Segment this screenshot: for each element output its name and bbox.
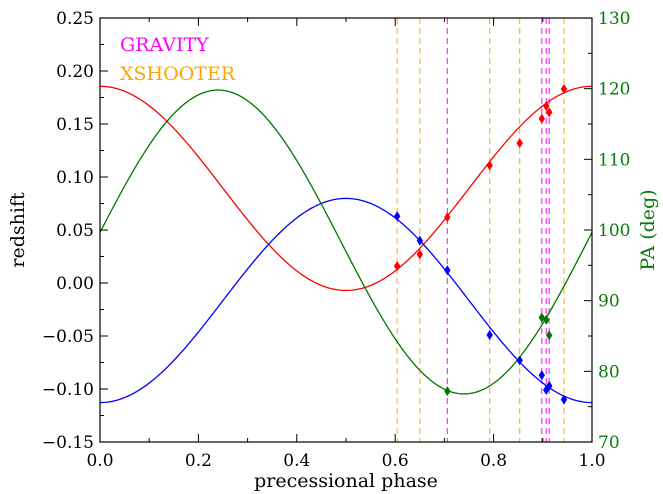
data-point: [543, 314, 550, 325]
model-curve-2: [99, 89, 593, 395]
y2-tick-label: 110: [598, 150, 630, 170]
legend-entry-gravity: GRAVITY: [120, 34, 209, 56]
legend: GRAVITY XSHOOTER: [120, 34, 236, 85]
y-tick-label: 0.20: [56, 62, 94, 82]
x-tick-label: 1.0: [578, 451, 605, 471]
data-point: [543, 100, 550, 111]
data-point: [516, 355, 523, 366]
y2-tick-label: 80: [598, 362, 620, 382]
y-tick-label: 0.25: [56, 9, 94, 29]
data-point: [516, 138, 523, 149]
x-axis-title: precessional phase: [254, 470, 438, 492]
y-axis-title: redshift: [7, 192, 29, 268]
model-curve-1: [99, 197, 593, 404]
data-point: [416, 235, 423, 246]
data-point: [393, 211, 401, 222]
data-point: [560, 394, 568, 405]
data-point: [416, 249, 423, 260]
y-tick-label: 0.00: [56, 274, 94, 294]
data-point: [444, 386, 451, 397]
y-tick-label: 0.15: [56, 115, 94, 135]
data-point: [560, 84, 568, 95]
data-point: [486, 329, 493, 340]
y2-tick-label: 130: [598, 9, 630, 29]
x-tick-label: 0.2: [185, 451, 212, 471]
data-point: [444, 265, 451, 276]
data-point: [486, 160, 493, 171]
legend-entry-xshooter: XSHOOTER: [120, 63, 236, 85]
model-curve-0: [99, 85, 593, 292]
data-point: [538, 113, 546, 124]
x-tick-label: 0.6: [382, 451, 409, 471]
data-point: [393, 261, 401, 272]
data-point: [545, 380, 553, 391]
data-points: [393, 84, 568, 405]
axis-ticks: 0.0 0.2 0.4 0.6 0.8 1.0 0.25 0.20 0.15 0.10 0.05 0.…: [42, 9, 631, 471]
y-tick-label: −0.15: [42, 433, 94, 453]
y-tick-label: 0.05: [56, 221, 94, 241]
x-tick-label: 0.0: [86, 451, 113, 471]
data-point: [545, 107, 553, 118]
data-point: [538, 312, 546, 323]
model-curves: [99, 85, 593, 404]
y-tick-label: −0.05: [42, 327, 94, 347]
data-point: [545, 330, 553, 341]
data-point: [538, 370, 546, 381]
y2-tick-label: 70: [598, 433, 620, 453]
y-tick-label: 0.10: [56, 168, 94, 188]
data-point: [444, 212, 451, 223]
x-tick-label: 0.8: [480, 451, 507, 471]
y2-axis-title: PA (deg): [637, 189, 659, 270]
observation-epoch-lines: [396, 18, 565, 442]
y2-tick-label: 90: [598, 292, 620, 312]
y2-tick-label: 100: [598, 221, 630, 241]
y-tick-label: −0.10: [42, 380, 94, 400]
y2-tick-label: 120: [598, 80, 630, 100]
x-tick-label: 0.4: [283, 451, 310, 471]
